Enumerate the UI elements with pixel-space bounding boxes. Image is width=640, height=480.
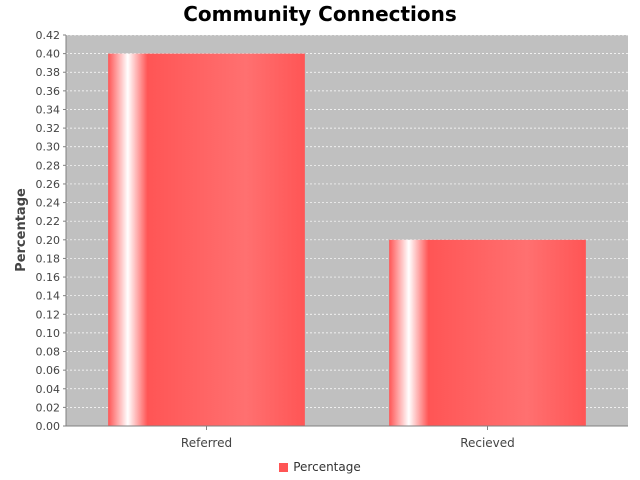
y-tick-label: 0.00: [36, 420, 61, 433]
bars-group: [108, 53, 586, 426]
y-tick-label: 0.22: [36, 215, 61, 228]
bar-referred[interactable]: [108, 53, 305, 426]
y-tick-label: 0.36: [36, 85, 61, 98]
legend-swatch: [279, 462, 289, 472]
y-tick-label: 0.32: [36, 122, 61, 135]
y-tick-label: 0.28: [36, 159, 61, 172]
x-tick-label: Recieved: [460, 436, 515, 450]
legend: Percentage: [0, 460, 640, 474]
y-tick-label: 0.18: [36, 252, 61, 265]
x-tick-label: Referred: [181, 436, 232, 450]
y-tick-label: 0.10: [36, 327, 61, 340]
y-tick-label: 0.26: [36, 178, 61, 191]
y-tick-label: 0.40: [36, 48, 61, 61]
y-axis-label: Percentage: [14, 188, 29, 272]
y-tick-label: 0.34: [36, 103, 61, 116]
y-tick-label: 0.04: [36, 383, 61, 396]
legend-label: Percentage: [293, 460, 361, 474]
y-tick-label: 0.14: [36, 290, 61, 303]
y-tick-label: 0.24: [36, 197, 61, 210]
y-tick-label: 0.20: [36, 234, 61, 247]
y-tick-label: 0.08: [36, 346, 61, 359]
y-tick-label: 0.02: [36, 401, 61, 414]
y-tick-label: 0.30: [36, 141, 61, 154]
y-tick-label: 0.12: [36, 308, 61, 321]
y-tick-label: 0.38: [36, 66, 61, 79]
y-tick-label: 0.16: [36, 271, 61, 284]
y-axis-ticks: 0.00 0.02 0.04 0.06 0.08 0.10 0.12 0.14 0.16 0.18…: [36, 29, 66, 433]
bar-recieved[interactable]: [389, 239, 586, 426]
y-tick-label: 0.42: [36, 29, 61, 42]
chart-title: Community Connections: [183, 2, 457, 26]
x-axis-ticks: Referred Recieved: [181, 426, 515, 450]
y-tick-label: 0.06: [36, 364, 61, 377]
